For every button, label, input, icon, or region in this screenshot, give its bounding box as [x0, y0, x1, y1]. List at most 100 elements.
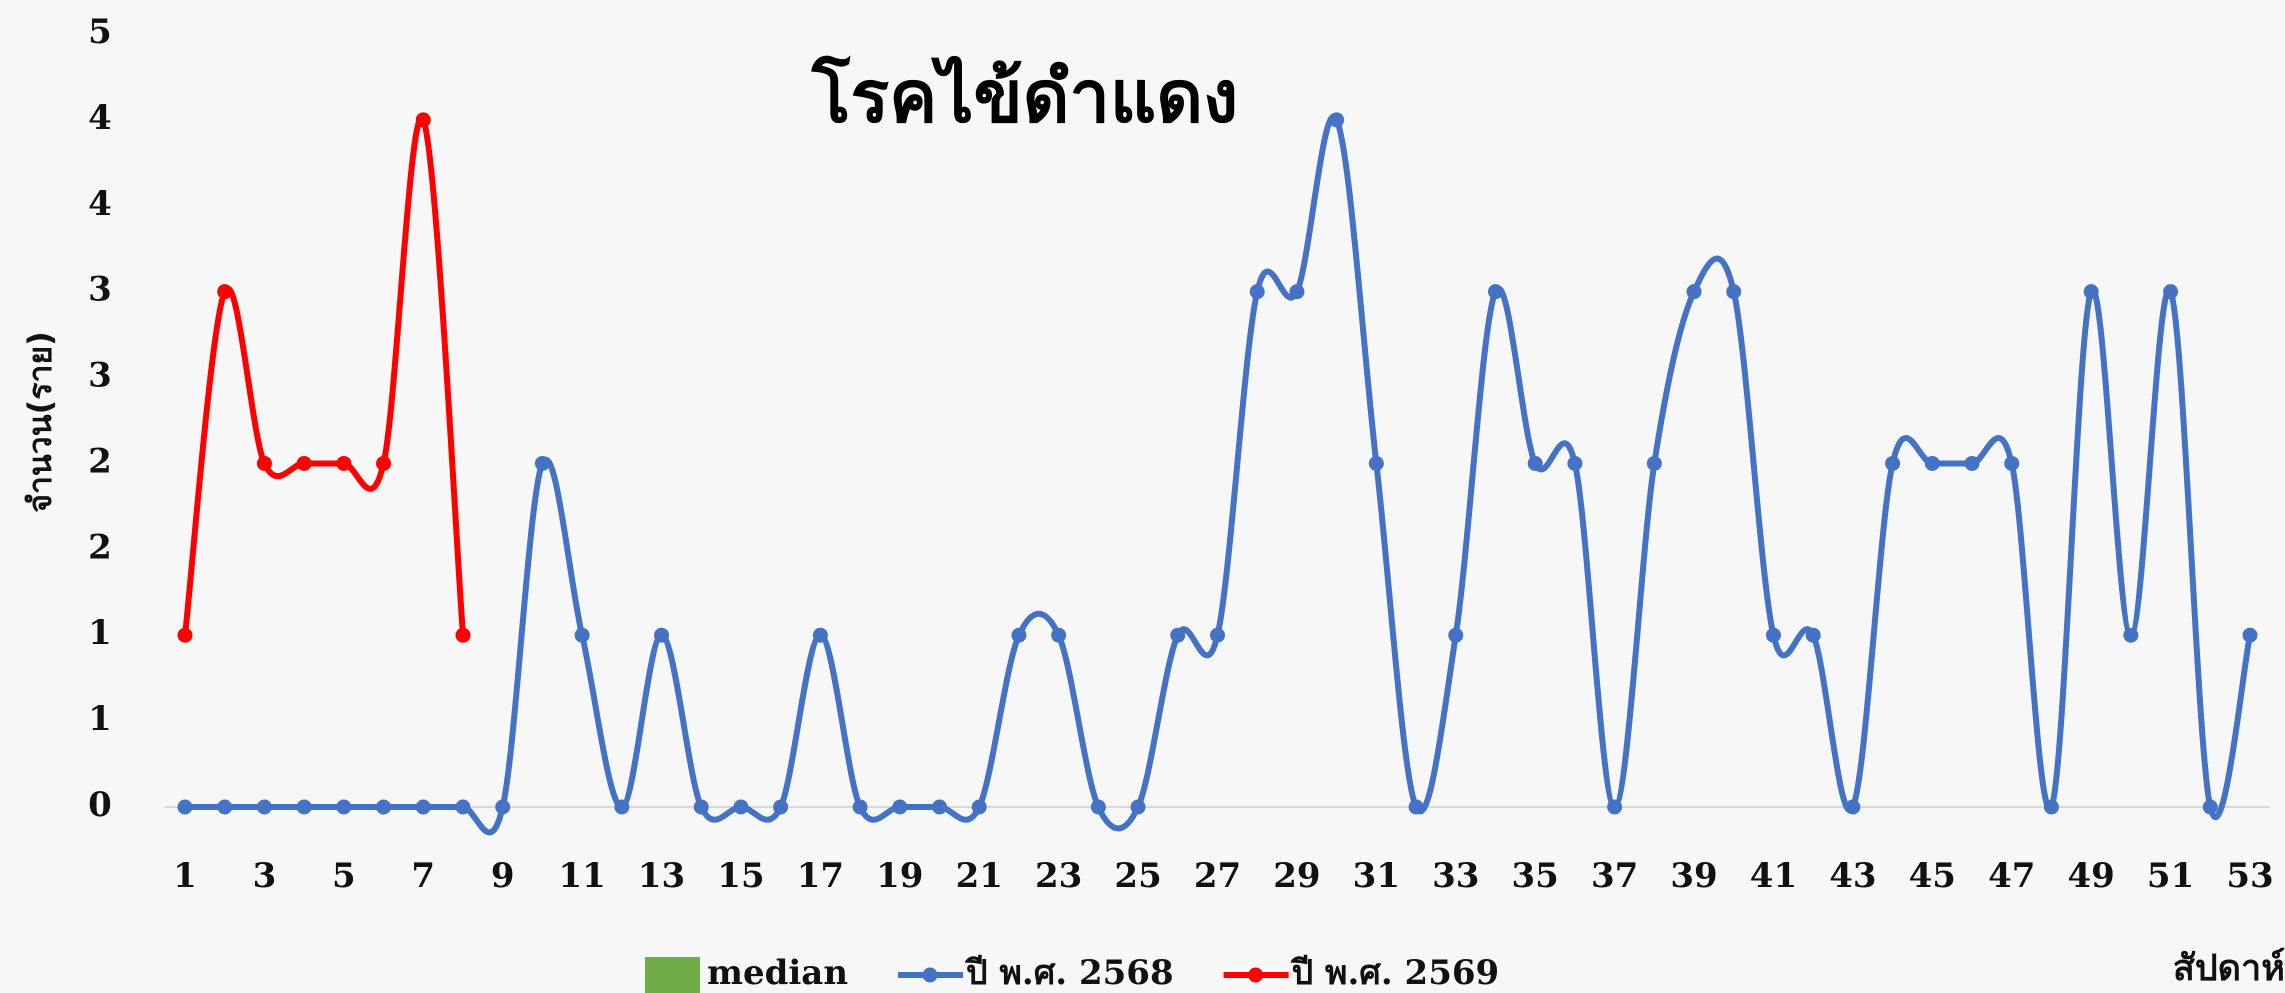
data-point [415, 112, 431, 128]
data-point [1805, 627, 1821, 643]
y-tick-label: 2 [88, 441, 112, 481]
x-tick-label: 25 [1114, 856, 1161, 896]
x-tick-label: 37 [1591, 856, 1638, 896]
data-point [1567, 455, 1583, 471]
data-point [336, 799, 352, 815]
data-point [415, 799, 431, 815]
x-tick-label: 19 [876, 856, 923, 896]
y-tick-label: 5 [88, 12, 112, 52]
x-tick-label: 15 [717, 856, 764, 896]
data-point [1527, 455, 1543, 471]
x-tick-label: 27 [1194, 856, 1241, 896]
data-point [495, 799, 511, 815]
data-point [1210, 627, 1225, 643]
legend-label: median [707, 953, 848, 993]
data-point [256, 799, 272, 815]
x-tick-label: 23 [1035, 856, 1082, 896]
data-point [2163, 284, 2179, 300]
data-point [1011, 627, 1027, 643]
x-tick-label: 41 [1750, 856, 1797, 896]
y-tick-label: 1 [88, 613, 112, 653]
data-point [1051, 627, 1067, 643]
data-point [177, 799, 193, 815]
x-tick-label: 31 [1353, 856, 1400, 896]
data-point [1885, 455, 1901, 471]
data-point [1408, 799, 1424, 815]
data-point [1845, 799, 1861, 815]
data-point [1765, 627, 1781, 643]
data-point [1646, 455, 1662, 471]
data-point [376, 799, 392, 815]
data-point [2202, 799, 2218, 815]
data-point [1130, 799, 1146, 815]
legend-swatch [922, 967, 938, 983]
legend-label: ปี พ.ศ. 2569 [1290, 953, 1499, 993]
x-tick-label: 1 [173, 856, 197, 896]
data-point [773, 799, 789, 815]
series-line [185, 113, 2253, 836]
data-point [1329, 112, 1345, 128]
series-line [182, 115, 466, 636]
y-axis-label: จำนวน(ราย) [21, 331, 59, 513]
y-tick-label: 4 [88, 98, 112, 138]
data-point [1448, 627, 1464, 643]
data-point [1487, 284, 1503, 300]
data-point [336, 455, 352, 471]
data-point [296, 799, 312, 815]
data-point [217, 284, 233, 300]
data-point [1368, 455, 1384, 471]
x-tick-label: 21 [956, 856, 1003, 896]
x-tick-label: 53 [2226, 856, 2273, 896]
x-tick-label: 7 [411, 856, 435, 896]
data-point [1090, 799, 1106, 815]
x-tick-label: 29 [1273, 856, 1320, 896]
data-point [1607, 799, 1623, 815]
x-axis-label: สัปดาห์ [2173, 947, 2285, 989]
x-tick-label: 51 [2147, 856, 2194, 896]
data-point [2123, 627, 2139, 643]
legend-swatch [645, 957, 700, 993]
data-point [2242, 627, 2258, 643]
x-tick-label: 35 [1512, 856, 1559, 896]
data-point [296, 455, 312, 471]
x-tick-label: 3 [253, 856, 277, 896]
data-point [2083, 284, 2099, 300]
x-tick-label: 49 [2067, 856, 2114, 896]
data-point [534, 455, 550, 471]
x-tick-label: 17 [797, 856, 844, 896]
data-point [217, 799, 233, 815]
data-point [177, 627, 193, 643]
x-tick-label: 5 [332, 856, 356, 896]
data-point [614, 799, 630, 815]
data-point [1924, 455, 1940, 471]
y-tick-label: 2 [88, 527, 112, 567]
data-point [892, 799, 908, 815]
y-tick-label: 3 [88, 270, 112, 310]
data-point [1289, 284, 1305, 300]
x-tick-label: 11 [558, 856, 605, 896]
x-tick-label: 33 [1432, 856, 1479, 896]
data-point [1964, 455, 1980, 471]
chart-title: โรคไข้ดำแดง [811, 54, 1238, 139]
data-point [1686, 284, 1702, 300]
data-point [2004, 455, 2020, 471]
x-tick-label: 43 [1829, 856, 1876, 896]
data-point [812, 627, 828, 643]
data-point [654, 627, 670, 643]
data-point [455, 799, 471, 815]
legend-swatch [1248, 967, 1264, 983]
data-point [574, 627, 590, 643]
x-tick-label: 45 [1909, 856, 1956, 896]
x-tick-label: 13 [638, 856, 685, 896]
data-point [1170, 627, 1186, 643]
y-tick-label: 0 [88, 785, 112, 825]
x-tick-label: 47 [1988, 856, 2035, 896]
x-tick-label: 9 [491, 856, 515, 896]
y-tick-label: 4 [88, 184, 112, 224]
data-point [256, 455, 272, 471]
data-point [693, 799, 709, 815]
data-point [932, 799, 948, 815]
data-point [455, 627, 471, 643]
data-point [1249, 284, 1265, 300]
